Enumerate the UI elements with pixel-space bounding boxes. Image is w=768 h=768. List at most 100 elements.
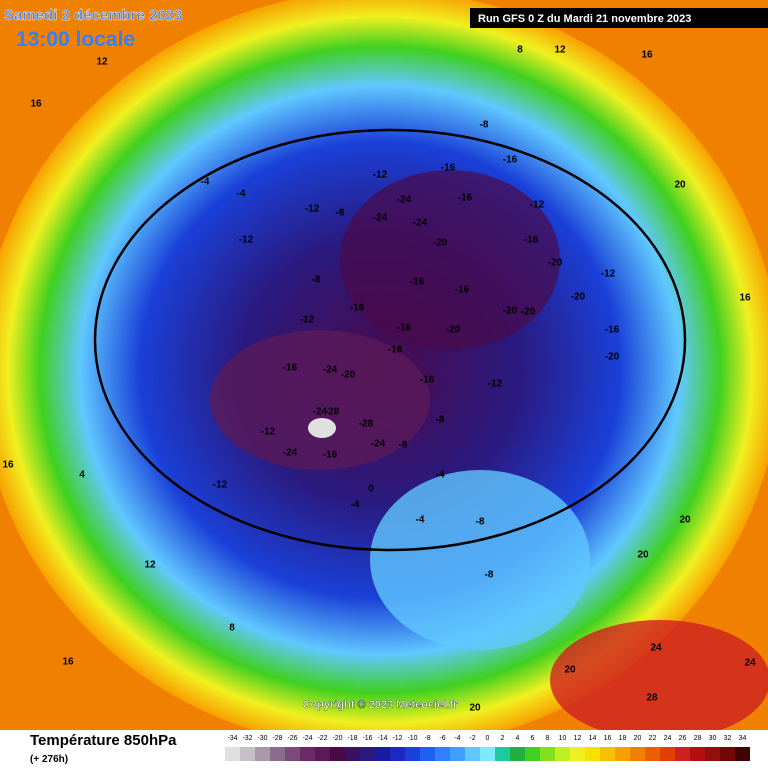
contour-label: -12 [373,170,388,181]
contour-label: -20 [548,258,563,269]
contour-label: -24 [397,195,412,206]
scale-tick-label: 12 [574,735,582,742]
contour-label: -8 [312,275,321,286]
contour-label: 16 [62,657,74,668]
color-swatch [285,747,300,761]
color-swatch [525,747,540,761]
scale-tick-label: 6 [531,735,535,742]
color-swatch [510,747,525,761]
scale-tick-label: 10 [559,735,567,742]
scale-tick-label: -30 [257,735,267,742]
contour-label: -8 [399,440,408,451]
contour-label: -16 [350,303,365,314]
legend-title: Température 850hPa [30,732,177,749]
contour-label: 0 [368,484,374,495]
color-swatch [675,747,690,761]
contour-label: 20 [679,515,691,526]
contour-label: -12 [300,315,315,326]
contour-label: 20 [674,180,686,191]
scale-tick-label: -28 [272,735,282,742]
contour-label: 16 [30,99,42,110]
contour-label: -8 [476,517,485,528]
contour-label: -24 [323,365,338,376]
scale-tick-label: -2 [469,735,475,742]
contour-label: -12 [530,200,545,211]
color-swatch [330,747,345,761]
scale-tick-label: -18 [347,735,357,742]
scale-tick-label: 20 [634,735,642,742]
contour-label: -12 [261,427,276,438]
scale-tick-label: -12 [392,735,402,742]
cold-core [308,418,336,438]
contour-label: 16 [2,460,14,471]
color-swatch [615,747,630,761]
lead-time: (+ 276h) [30,754,68,765]
scale-tick-label: 30 [709,735,717,742]
contour-label: -12 [305,204,320,215]
valid-date: Samedi 2 décembre 2023 [4,7,182,24]
contour-label: -4 [351,500,360,511]
contour-label: -12 [601,269,616,280]
color-swatch [645,747,660,761]
contour-label: -8 [436,415,445,426]
contour-label: -20 [571,292,586,303]
contour-label: -24 [283,448,298,459]
contour-label: -20 [605,352,620,363]
contour-label: 20 [469,703,481,714]
scale-tick-label: 28 [694,735,702,742]
color-swatch [255,747,270,761]
color-swatch [405,747,420,761]
color-swatch [225,747,240,761]
contour-label: -28 [325,407,340,418]
contour-label: -16 [388,345,403,356]
color-swatch [570,747,585,761]
contour-label: -16 [524,235,539,246]
color-swatch [720,747,735,761]
contour-label: -16 [458,193,473,204]
contour-label: -16 [441,163,456,174]
contour-label: 24 [744,658,756,669]
scale-tick-label: 8 [546,735,550,742]
copyright: Copyright © 2023 Meteociel.fr [303,699,459,711]
contour-label: -24 [371,439,386,450]
color-swatch [705,747,720,761]
contour-label: 4 [79,470,85,481]
color-swatch [735,747,750,761]
scale-tick-label: -10 [407,735,417,742]
scale-tick-label: 24 [664,735,672,742]
scale-tick-label: 32 [724,735,732,742]
contour-label: -16 [455,285,470,296]
contour-label: 12 [144,560,156,571]
run-box [470,8,768,28]
color-swatch [390,747,405,761]
contour-label: -12 [213,480,228,491]
scale-tick-label: -32 [242,735,252,742]
contour-label: -24 [413,218,428,229]
contour-label: -24 [373,213,388,224]
contour-label: 8 [517,45,523,56]
color-swatch [270,747,285,761]
contour-label: -4 [416,515,425,526]
contour-label: 16 [641,50,653,61]
scale-tick-label: -22 [317,735,327,742]
color-swatch [375,747,390,761]
contour-label: -20 [341,370,356,381]
contour-label: 28 [646,693,658,704]
contour-label: -20 [446,325,461,336]
contour-label: -16 [323,450,338,461]
contour-label: 20 [564,665,576,676]
contour-label: -20 [503,306,518,317]
scale-tick-label: 0 [486,735,490,742]
contour-label: -20 [433,238,448,249]
contour-label: 24 [650,643,662,654]
contour-label: -4 [436,470,445,481]
scale-tick-label: -6 [439,735,445,742]
scale-tick-label: 18 [619,735,627,742]
contour-label: -4 [237,189,246,200]
contour-label: 16 [739,293,751,304]
color-swatch [555,747,570,761]
color-swatch [345,747,360,761]
contour-label: -8 [485,570,494,581]
scale-tick-label: 34 [739,735,747,742]
contour-label: -16 [420,375,435,386]
